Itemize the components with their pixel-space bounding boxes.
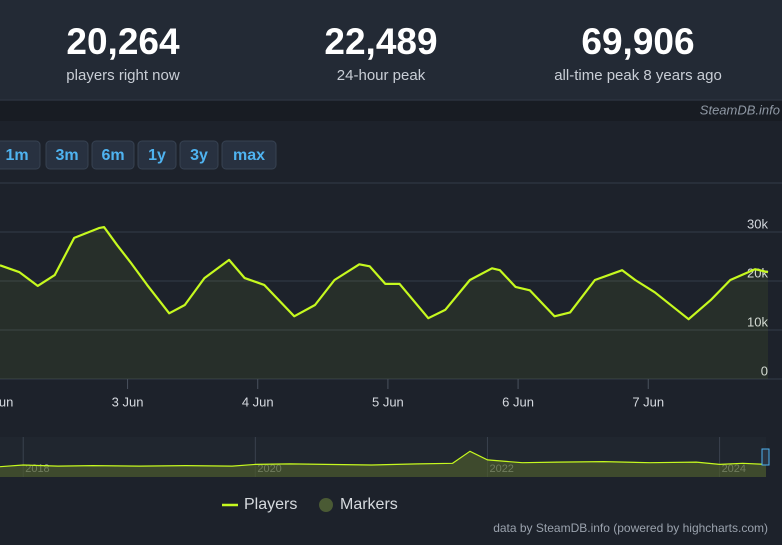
button-label[interactable]: 1y — [148, 147, 166, 164]
stat-label: 24-hour peak — [337, 67, 426, 84]
navigator-handle[interactable] — [761, 448, 770, 466]
button-bg[interactable] — [91, 140, 135, 170]
button-bg[interactable] — [0, 140, 41, 170]
credits[interactable]: data by SteamDB.info (powered by highcha… — [493, 521, 768, 535]
button-label[interactable]: 6m — [101, 147, 124, 164]
button-label[interactable]: 3y — [190, 147, 208, 164]
button-bg[interactable] — [221, 140, 277, 170]
area-fill — [0, 227, 768, 379]
button-label[interactable]: 3m — [55, 147, 78, 164]
range-button[interactable]: max — [221, 140, 277, 170]
x-tick-label: 3 Jun — [112, 394, 144, 409]
watermark: SteamDB.info — [700, 102, 780, 117]
stat-label: all-time peak 8 years ago — [554, 67, 722, 84]
stat-value: 22,489 — [324, 21, 437, 62]
y-tick-label: 0 — [761, 363, 768, 378]
x-tick-label: 2 Jun — [0, 394, 13, 409]
navigator-line — [0, 450, 767, 468]
navigator-area — [0, 451, 766, 477]
range-buttons: 1m 3m 6m 1y 3y max — [0, 140, 277, 170]
button-label[interactable]: max — [233, 147, 265, 164]
stat-value: 69,906 — [581, 21, 694, 62]
button-label[interactable]: 1m — [5, 147, 28, 164]
button-bg[interactable] — [45, 140, 89, 170]
button-bg[interactable] — [179, 140, 219, 170]
stat-label: players right now — [66, 67, 180, 84]
stats-band — [0, 0, 782, 100]
y-tick-label: 30k — [747, 216, 768, 231]
x-tick-label: 5 Jun — [372, 394, 404, 409]
legend-symbol — [319, 498, 333, 512]
stat-value: 20,264 — [66, 21, 180, 62]
button-bg[interactable] — [137, 140, 177, 170]
watermark-band — [0, 101, 782, 121]
range-button[interactable]: 1y — [137, 140, 177, 170]
range-button[interactable]: 3y — [179, 140, 219, 170]
legend-label[interactable]: Players — [244, 496, 297, 513]
range-button[interactable]: 1m — [0, 140, 41, 170]
x-tick-label: 7 Jun — [632, 394, 664, 409]
legend-label[interactable]: Markers — [340, 496, 398, 513]
line — [0, 226, 769, 321]
range-button[interactable]: 6m — [91, 140, 135, 170]
y-tick-label: 10k — [747, 314, 768, 329]
x-tick-label: 6 Jun — [502, 394, 534, 409]
x-tick-label: 4 Jun — [242, 394, 274, 409]
range-button[interactable]: 3m — [45, 140, 89, 170]
